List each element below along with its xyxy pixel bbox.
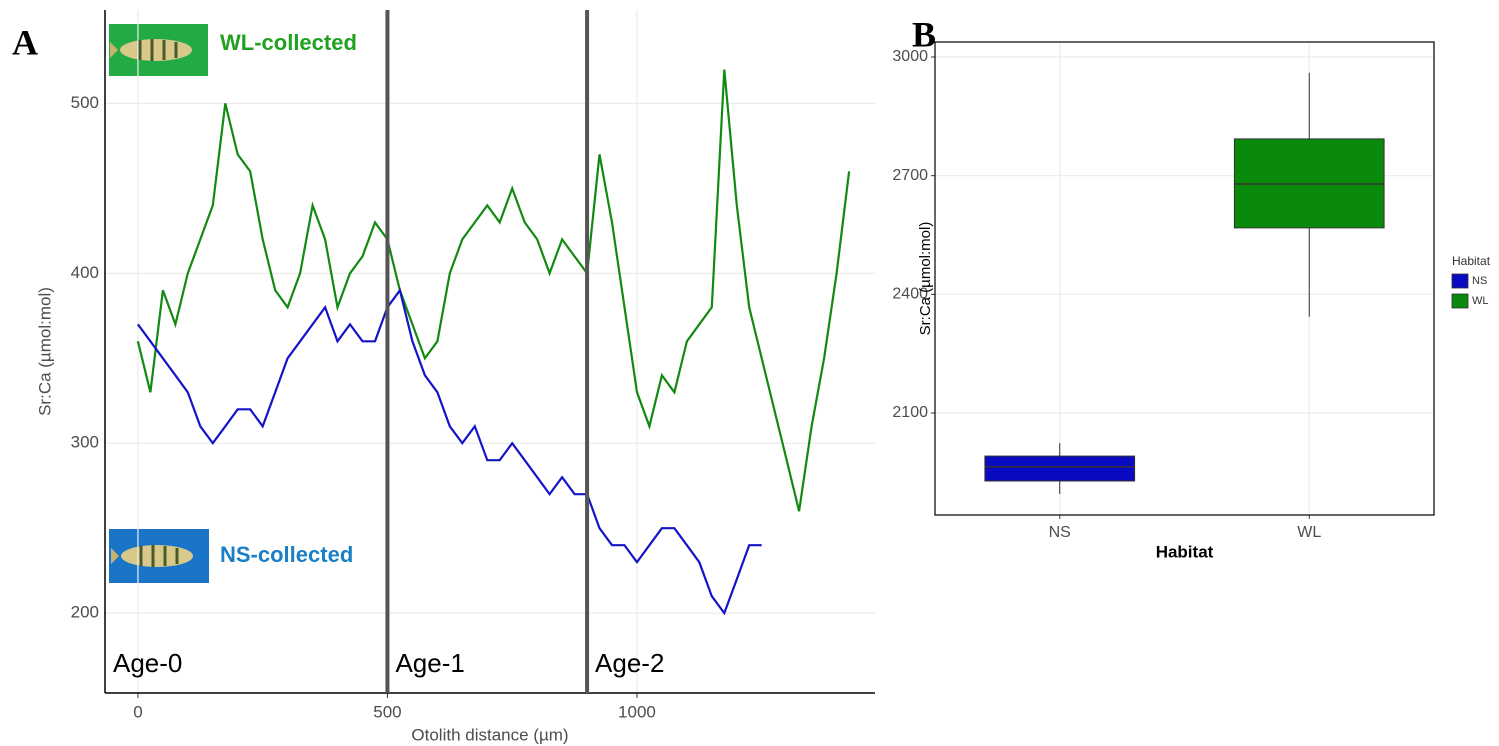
age-label: Age-0 [113, 648, 182, 678]
series-label: NS-collected [220, 542, 353, 567]
age-label: Age-1 [395, 648, 464, 678]
panel-label: B [912, 14, 936, 54]
legend-key [1451, 293, 1469, 309]
y-tick-label: 3000 [892, 48, 928, 65]
x-axis-title: Otolith distance (µm) [411, 725, 568, 744]
y-tick-label: 400 [71, 263, 99, 282]
y-tick-label: 200 [71, 603, 99, 622]
x-tick-label: 0 [133, 702, 142, 721]
x-tick-label: 500 [373, 702, 401, 721]
legend-label: WL [1472, 295, 1489, 307]
age-label: Age-2 [595, 648, 664, 678]
x-tick-label: 1000 [618, 702, 656, 721]
legend-label: NS [1472, 275, 1487, 287]
y-tick-label: 500 [71, 93, 99, 112]
y-tick-label: 2700 [892, 167, 928, 184]
panel-border [934, 41, 1435, 516]
x-tick-label: WL [1297, 524, 1321, 541]
y-tick-label: 300 [71, 433, 99, 452]
y-axis-title: Sr:Ca (µmol:mol) [917, 222, 934, 336]
y-tick-label: 2100 [892, 404, 928, 421]
y-axis-title: Sr:Ca (µmol:mol) [35, 287, 54, 416]
legend-key [1451, 273, 1469, 289]
fish-icon-ns [109, 529, 209, 583]
legend-title: Habitat [1452, 254, 1491, 268]
series-label: WL-collected [220, 30, 357, 55]
series-line [136, 69, 851, 512]
x-axis-title: Habitat [1156, 542, 1214, 561]
panel-label: A [12, 22, 38, 62]
x-tick-label: NS [1049, 524, 1071, 541]
box [984, 455, 1136, 482]
series-line [137, 287, 762, 616]
y-tick-label: 2400 [892, 286, 928, 303]
fish-icon-wl [109, 24, 208, 76]
